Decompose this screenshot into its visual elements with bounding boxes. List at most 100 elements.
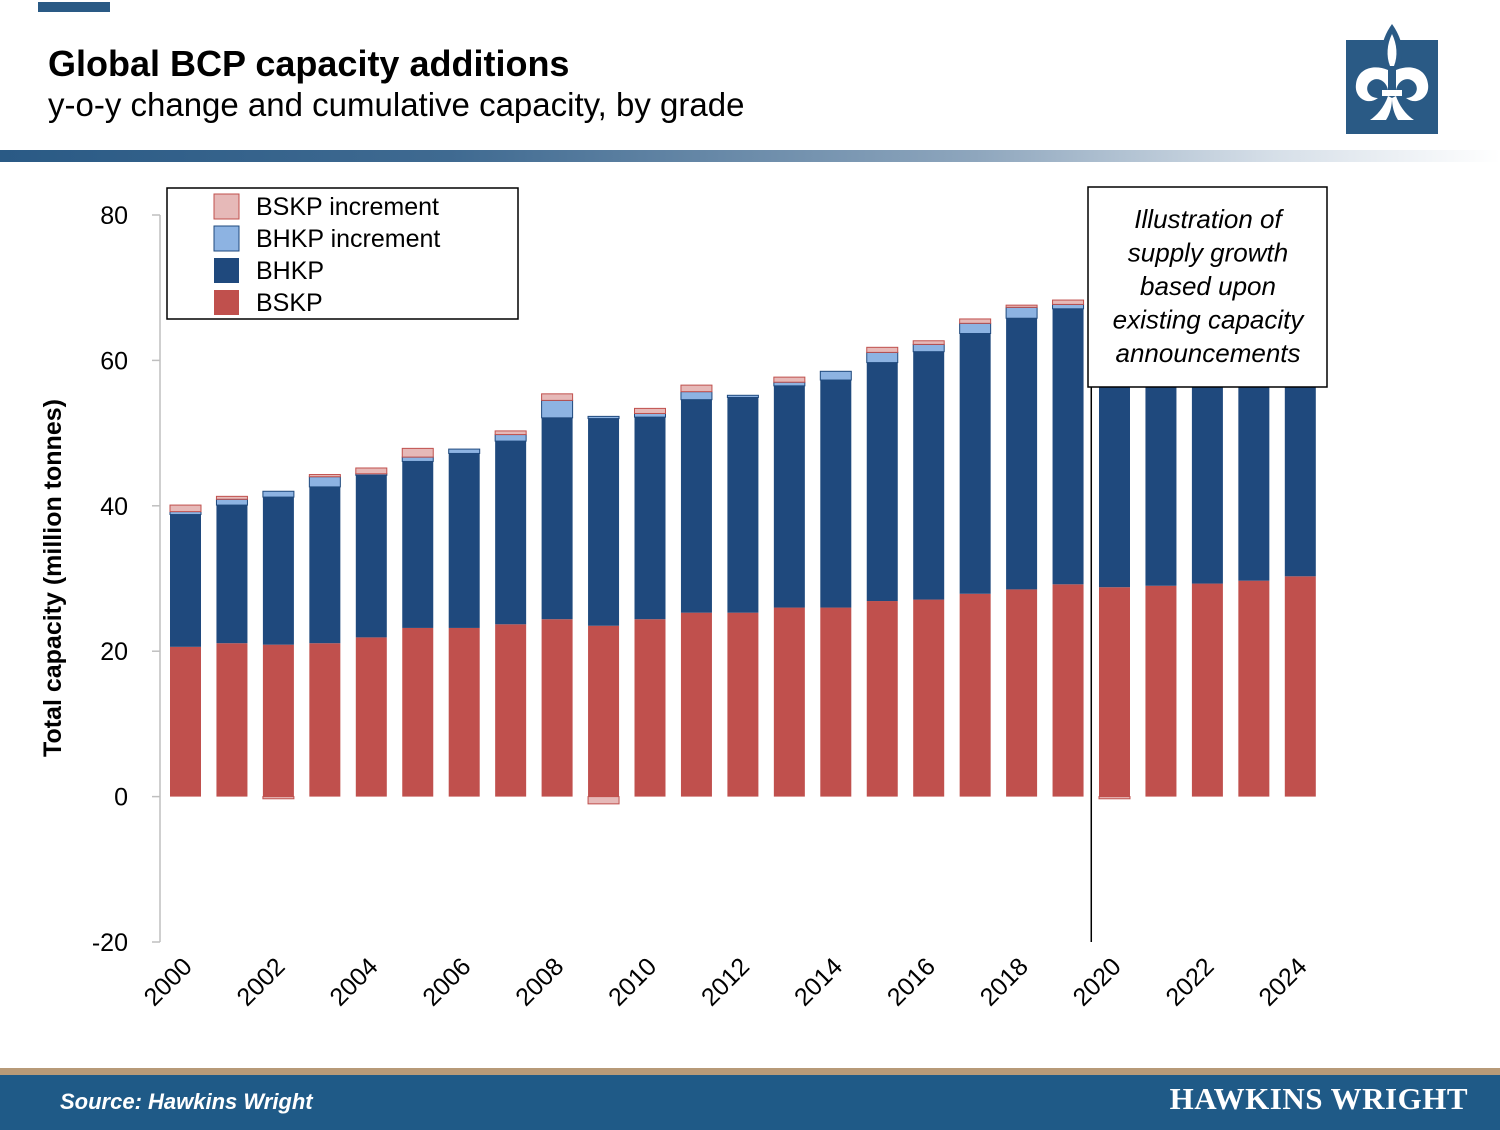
y-tick-label: 20 [100,638,128,666]
x-tick-label: 2014 [789,952,848,1011]
bar-bskp [262,644,294,797]
page-subtitle: y-o-y change and cumulative capacity, by… [48,86,745,123]
top-accent-bar [38,2,110,12]
bar-bhkp [495,441,527,625]
legend-label-bskp-increment: BSKP increment [256,193,439,221]
x-tick-label: 2018 [975,952,1034,1011]
bar-bhkp-increment [634,412,666,418]
bar-bskp-increment [541,393,574,401]
bar-bhkp-increment [680,391,713,401]
bar-bskp-increment [1052,299,1085,305]
bar-bhkp [820,380,852,608]
legend-label-bskp: BSKP [256,289,323,317]
bar-bhkp [355,475,387,638]
x-tick-label: 2016 [882,952,941,1011]
legend-label-bhkp-increment: BHKP increment [256,225,440,253]
bar-bhkp-increment [401,456,434,462]
bar-bskp-increment [773,376,806,383]
bar-bhkp [216,505,248,644]
y-tick-label: 0 [114,784,128,812]
header-rule [0,150,1500,162]
bar-bskp [588,625,620,797]
bar-bskp-increment [308,474,341,478]
x-tick-label: 2008 [510,952,569,1011]
bar-bhkp-increment [587,415,620,420]
bar-bskp-increment [680,384,713,393]
fleur-de-lis-icon [1346,24,1438,134]
bar-bskp [448,627,480,797]
bar-bskp [170,646,201,797]
bar-bhkp [170,514,201,647]
bar-bskp [1099,587,1130,797]
bar-bhkp-increment [308,476,341,488]
bar-bskp-increment [215,495,248,500]
bar-bskp-increment [169,504,202,513]
legend-swatch-bhkp [214,258,239,283]
bar-bhkp-increment [1052,303,1085,310]
bar-bhkp [402,461,434,628]
annotation-text: Illustration of supply growth based upon ex… [1113,204,1306,368]
bar-bskp-increment [401,447,434,458]
page-title: Global BCP capacity additions [48,43,570,84]
legend-swatch-bhkp-increment [213,225,240,252]
bar-bskp-increment [587,796,620,805]
annotation-box: Illustration of supply growth based upon ex… [1087,186,1328,388]
bar-bskp-increment [355,467,388,475]
bar-bskp [1284,576,1316,797]
bar-bhkp-increment [541,399,574,419]
bar-bskp-increment [634,407,666,414]
bar-bskp [866,601,898,797]
x-tick-label: 2022 [1161,952,1220,1011]
x-tick-label: 2020 [1068,952,1127,1011]
bar-bskp [1191,583,1223,797]
bar-bhkp [913,351,945,600]
bar-bskp-increment [494,430,527,436]
y-tick-label: 40 [100,493,128,521]
bar-bhkp [773,385,805,608]
bar-bhkp-increment [1005,306,1038,319]
legend-swatch-bskp-increment [213,193,240,220]
x-tick-label: 2000 [139,952,198,1011]
bar-bskp [1238,580,1270,797]
bar-bskp-increment [1098,796,1131,800]
bar-bhkp-increment [866,351,899,364]
legend-swatch-bskp [214,290,239,315]
bar-bhkp [309,486,341,644]
bar-bhkp [959,333,991,594]
bar-bskp [727,612,759,797]
bar-bhkp [541,417,573,620]
bar-bskp [773,607,805,797]
bar-bhkp-increment [773,381,806,387]
bar-bskp [820,607,852,797]
bar-bhkp [588,418,620,626]
x-tick-label: 2006 [417,952,476,1011]
bar-bhkp-increment [215,498,248,506]
bar-bhkp [727,397,759,613]
x-tick-label: 2004 [324,952,383,1011]
bar-bhkp [1006,318,1038,590]
bar-bskp [355,637,387,797]
bar-bhkp-increment [819,370,852,381]
source-note: Source: Hawkins Wright [60,1089,313,1114]
y-tick-label: 80 [100,202,128,230]
bar-bskp-increment [1005,304,1038,308]
footer-rule [0,1068,1500,1075]
bar-bskp [309,643,341,797]
chart: 80 60 40 20 0 -20 2000 2002 2004 2006 2008 2010 201… [39,186,1328,1012]
bar-bhkp [262,497,294,645]
brand-name: HAWKINS WRIGHT [1169,1081,1468,1116]
bar-bskp-increment [262,796,295,800]
bar-bskp [1006,589,1038,797]
y-axis-label: Total capacity (million tonnes) [39,399,67,757]
bar-bskp [1145,585,1177,797]
bar-bhkp [1052,308,1084,585]
bar-bskp [959,593,991,797]
bar-bhkp-increment [448,448,481,454]
bar-bskp [680,612,712,797]
y-tick-label: -20 [92,929,128,957]
bar-bhkp [680,399,712,613]
x-tick-label: 2002 [232,952,291,1011]
bar-bskp [495,624,527,797]
bar-bhkp [634,417,666,620]
bar-bskp [216,643,248,797]
